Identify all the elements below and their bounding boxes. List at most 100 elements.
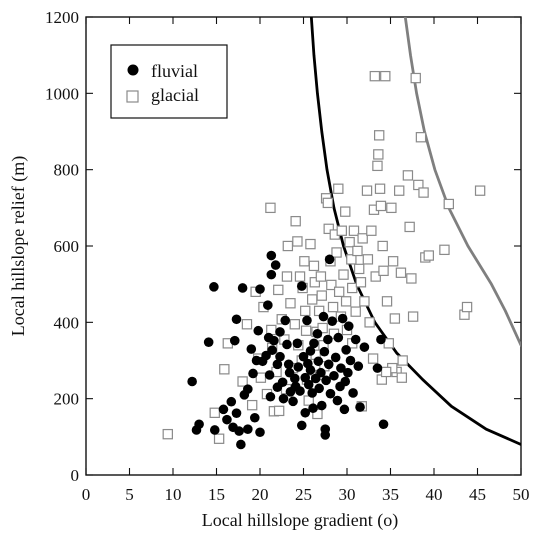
- x-tick-label: 30: [339, 485, 356, 504]
- legend-box: [110, 44, 228, 119]
- glacial-point: [474, 185, 486, 196]
- glacial-point: [219, 364, 230, 375]
- fluvial-point: [298, 351, 309, 362]
- glacial-point: [350, 306, 361, 317]
- glacial-point: [305, 238, 316, 250]
- glacial-point: [241, 319, 253, 330]
- fluvial-point: [305, 365, 316, 375]
- glacial-point: [381, 296, 393, 307]
- glacial-point: [317, 322, 328, 334]
- x-tick-label: 45: [469, 485, 486, 504]
- glacial-point: [323, 223, 334, 235]
- fluvial-point: [209, 282, 219, 292]
- glacial-point: [340, 206, 351, 217]
- glacial-point: [373, 130, 385, 141]
- x-tick-label: 40: [426, 485, 443, 504]
- legend: fluvial glacial: [110, 44, 228, 119]
- fluvial-point: [329, 370, 339, 381]
- x-tick-label: 35: [382, 485, 399, 504]
- glacial-point: [404, 221, 415, 233]
- x-axis-title: Local hillslope gradient (o): [202, 510, 398, 531]
- x-tick-label: 0: [82, 485, 91, 504]
- glacial-point: [367, 353, 379, 364]
- glacial-point: [413, 179, 424, 191]
- fluvial-point: [218, 404, 229, 415]
- fluvial-point: [332, 395, 343, 406]
- glacial-point: [386, 202, 397, 214]
- glacial-point: [316, 290, 327, 301]
- glacial-point: [346, 254, 357, 265]
- x-tick-label: 50: [513, 485, 530, 504]
- glacial-point: [326, 279, 337, 291]
- fluvial-point: [280, 315, 291, 326]
- glacial-point: [282, 240, 294, 252]
- glacial-point: [308, 260, 320, 272]
- glacial-point: [423, 250, 434, 261]
- fluvial-point: [266, 250, 277, 261]
- glacial-point: [375, 200, 387, 212]
- fluvial-point: [307, 388, 318, 398]
- fluvial-point: [337, 313, 348, 324]
- glacial-point: [327, 301, 339, 313]
- fluvial-point: [372, 363, 383, 373]
- fluvial-point: [314, 383, 324, 394]
- glacial-point: [395, 267, 407, 278]
- fluvial-point: [243, 424, 253, 435]
- glacial-point: [255, 372, 267, 383]
- fluvial-point: [340, 376, 351, 387]
- fluvial-point: [295, 386, 305, 396]
- fluvial-point: [316, 400, 327, 411]
- fluvial-point: [316, 367, 326, 378]
- fluvial-point: [305, 346, 316, 356]
- fluvial-point: [312, 328, 323, 339]
- fluvial-point: [343, 367, 353, 378]
- glacial-point: [331, 247, 342, 258]
- glacial-point: [357, 233, 368, 244]
- fluvial-point: [267, 345, 277, 355]
- glacial-point: [265, 202, 276, 214]
- glacial-point: [355, 277, 367, 288]
- fluvial-point: [353, 361, 364, 372]
- fluvial-point: [323, 359, 334, 370]
- glacial-point: [396, 372, 408, 383]
- fluvial-point: [290, 373, 300, 384]
- fluvial-point: [330, 352, 341, 363]
- glacial-point: [377, 240, 388, 252]
- glacial-point: [281, 271, 293, 282]
- glacial-point: [347, 282, 358, 294]
- fluvial-point: [333, 332, 344, 343]
- glacial-point: [273, 405, 285, 417]
- fluvial-point: [341, 345, 351, 355]
- glacial-point: [402, 170, 414, 181]
- fluvial-point: [234, 426, 244, 436]
- y-tick-label: 0: [71, 466, 80, 485]
- fluvial-point: [303, 379, 314, 390]
- glacial-point: [439, 244, 450, 256]
- glacial-point: [383, 338, 394, 349]
- fluvial-point: [296, 420, 307, 431]
- glacial-point: [394, 185, 405, 196]
- legend-glacial-marker: [126, 90, 139, 103]
- fluvial-point: [355, 402, 365, 412]
- fluvial-point: [345, 355, 356, 366]
- fluvial-point: [277, 377, 288, 388]
- data-points: [162, 70, 486, 450]
- glacial-point: [309, 277, 321, 288]
- glacial-point: [461, 301, 473, 313]
- glacial-point: [364, 317, 375, 328]
- y-tick-label: 1200: [45, 8, 79, 27]
- glacial-point: [299, 256, 310, 267]
- glacial-point: [378, 265, 389, 277]
- fluvial-point: [325, 388, 336, 399]
- glacial-point: [338, 269, 349, 280]
- fluvial-point: [266, 269, 277, 280]
- fluvial-point: [343, 321, 354, 331]
- glacial-point: [300, 325, 312, 336]
- fluvial-point: [255, 427, 265, 438]
- y-tick-label: 400: [54, 313, 80, 332]
- glacial-point: [387, 256, 399, 267]
- y-tick-label: 1000: [45, 84, 79, 103]
- x-tick-label: 15: [208, 485, 225, 504]
- y-tick-label: 200: [54, 390, 80, 409]
- y-tick-label: 800: [54, 161, 80, 180]
